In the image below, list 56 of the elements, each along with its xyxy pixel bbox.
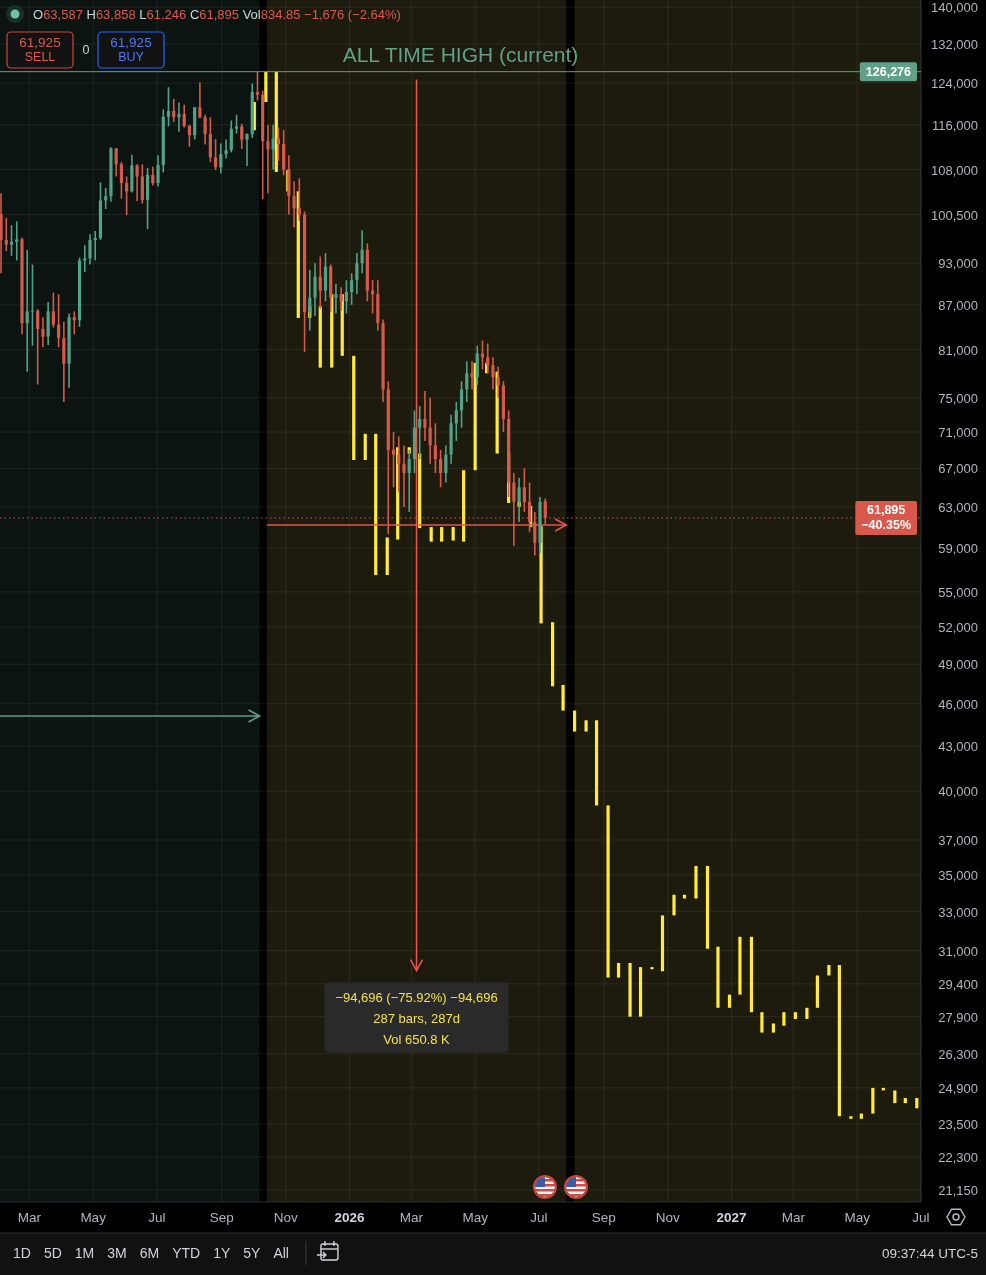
- y-tick-label: 33,000: [938, 904, 978, 920]
- annotation: 61,925 BUY: [110, 34, 152, 64]
- x-tick-label: Jul: [530, 1209, 548, 1225]
- x-tick-label: Mar: [399, 1209, 424, 1225]
- ref-line-label: 126,276: [865, 64, 912, 79]
- x-tick-label: Nov: [273, 1209, 298, 1225]
- y-tick-label: 75,000: [938, 390, 978, 406]
- y-tick-label: 71,000: [938, 424, 978, 440]
- y-tick-label: 140,000: [931, 0, 978, 15]
- chart-title: O63,587 H63,858 L61,246 C61,895 Vol834.85 −1,676 (−2.64%): [33, 6, 401, 22]
- y-tick-label: 116,000: [931, 117, 978, 133]
- y-tick-label: 43,000: [938, 738, 978, 754]
- y-tick-label: 31,000: [938, 943, 978, 959]
- y-tick-label: 63,000: [938, 499, 978, 515]
- y-tick-label: 108,000: [931, 162, 978, 178]
- y-tick-label: 52,000: [938, 619, 978, 635]
- text: 1D 5D 1M 3M 6M YTD 1Y 5Y All: [13, 1245, 289, 1261]
- y-tick-label: 24,900: [938, 1080, 978, 1096]
- y-tick-label: 81,000: [938, 342, 978, 358]
- x-tick-label: 2027: [716, 1209, 747, 1225]
- x-tick-label: 2026: [334, 1209, 366, 1225]
- y-tick-label: 37,000: [938, 832, 978, 848]
- y-tick-label: 21,150: [938, 1182, 978, 1198]
- y-tick-label: 132,000: [931, 36, 978, 52]
- x-tick-label: May: [80, 1209, 107, 1225]
- ref-line-label: 61,895 −40.35%: [861, 503, 911, 533]
- annotation: −94,696 (−75.92%) −94,696 287 bars, 287d Vol 650.8 K: [335, 989, 498, 1047]
- y-tick-label: 49,000: [938, 656, 978, 672]
- y-tick-label: 26,300: [938, 1046, 978, 1062]
- x-tick-label: May: [462, 1209, 489, 1225]
- y-tick-label: 87,000: [938, 297, 978, 313]
- y-tick-label: 59,000: [938, 540, 978, 556]
- y-tick-label: 23,500: [938, 1116, 978, 1132]
- y-tick-label: 55,000: [938, 584, 978, 600]
- x-tick-label: Mar: [781, 1209, 806, 1225]
- y-tick-label: 100,500: [931, 207, 978, 223]
- text: 09:37:44 UTC-5: [881, 1245, 978, 1261]
- y-tick-label: 124,000: [931, 75, 978, 91]
- x-tick-label: Jul: [912, 1209, 930, 1225]
- y-tick-label: 29,400: [938, 976, 978, 992]
- y-tick-label: 35,000: [938, 867, 978, 883]
- y-tick-label: 27,900: [938, 1009, 978, 1025]
- x-tick-label: Sep: [209, 1209, 234, 1225]
- y-tick-label: 22,300: [938, 1149, 978, 1165]
- y-tick-label: 46,000: [938, 696, 978, 712]
- annotation: 0: [82, 43, 90, 57]
- x-tick-label: Jul: [148, 1209, 166, 1225]
- annotation: 61,925 SELL: [19, 34, 61, 64]
- y-tick-label: 67,000: [938, 460, 978, 476]
- y-tick-label: 93,000: [938, 255, 978, 271]
- x-tick-label: Nov: [655, 1209, 680, 1225]
- y-tick-label: 40,000: [938, 783, 978, 799]
- x-tick-label: May: [844, 1209, 871, 1225]
- annotation: ALL TIME HIGH (current): [342, 42, 579, 66]
- x-tick-label: Mar: [17, 1209, 42, 1225]
- x-tick-label: Sep: [591, 1209, 616, 1225]
